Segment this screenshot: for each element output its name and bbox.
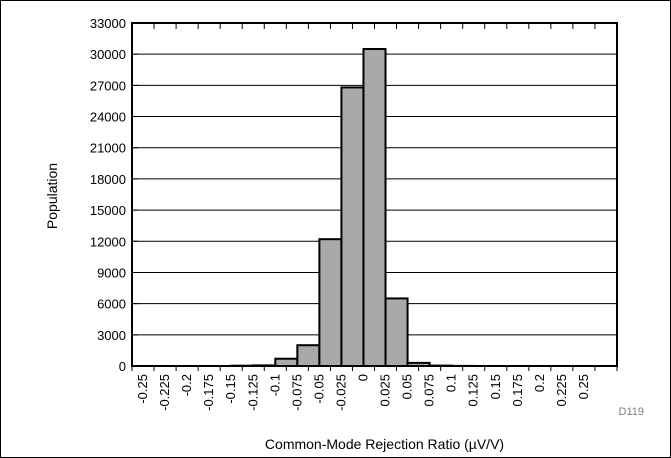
x-tick-label: -0.05 [311,374,326,404]
histogram-bar [362,47,387,367]
y-tick-label: 30000 [90,47,126,62]
histogram-bar [296,344,321,368]
y-tick-label: 6000 [97,297,126,312]
x-tick-label: 0.225 [554,374,569,407]
figure-code: D119 [619,406,644,418]
y-tick-label: 24000 [90,110,126,125]
y-tick-label: 3000 [97,328,126,343]
x-tick-label: 0.125 [466,374,481,407]
x-tick-label: -0.025 [333,374,348,411]
y-tick-label: 15000 [90,203,126,218]
histogram-bar [318,238,343,367]
x-tick-label: 0.2 [532,374,547,392]
x-axis: -0.25 -0.225 -0.2 -0.175 -0.15 -0.125 -0.1 -0.0… [131,23,618,411]
x-tick-label: -0.225 [157,374,172,411]
x-tick-label: -0.25 [135,374,150,404]
histogram-bar [384,297,409,367]
x-tick-label: 0.05 [400,374,415,399]
y-tick-label: 21000 [90,141,126,156]
x-tick-label: -0.15 [223,374,238,404]
y-axis-title: Population [44,163,60,229]
bars [230,47,475,368]
x-tick-label: -0.2 [179,374,194,396]
x-tick-label: -0.1 [267,374,282,396]
y-tick-label: 0 [119,359,126,374]
x-tick-label: -0.075 [289,374,304,411]
x-tick-label: -0.125 [245,374,260,411]
y-tick-label: 33000 [90,16,126,31]
x-tick-label: 0.025 [378,374,393,407]
x-tick-label: 0.1 [444,374,459,392]
y-tick-label: 27000 [90,78,126,93]
x-axis-title: Common-Mode Rejection Ratio (µV/V) [265,436,504,452]
x-tick-label: -0.175 [201,374,216,411]
histogram-bar [340,86,365,368]
x-tick-label: 0 [355,374,370,381]
x-tick-label: 0.25 [576,374,591,399]
x-tick-label: 0.075 [422,374,437,407]
y-tick-label: 12000 [90,234,126,249]
x-tick-label: 0.15 [488,374,503,399]
x-tick-label: 0.175 [510,374,525,407]
y-tick-label: 18000 [90,172,126,187]
y-axis: 0 3000 6000 9000 12000 15000 18000 21000 24000 27… [90,16,138,374]
y-tick-label: 9000 [97,265,126,280]
histogram-bar [274,357,299,368]
